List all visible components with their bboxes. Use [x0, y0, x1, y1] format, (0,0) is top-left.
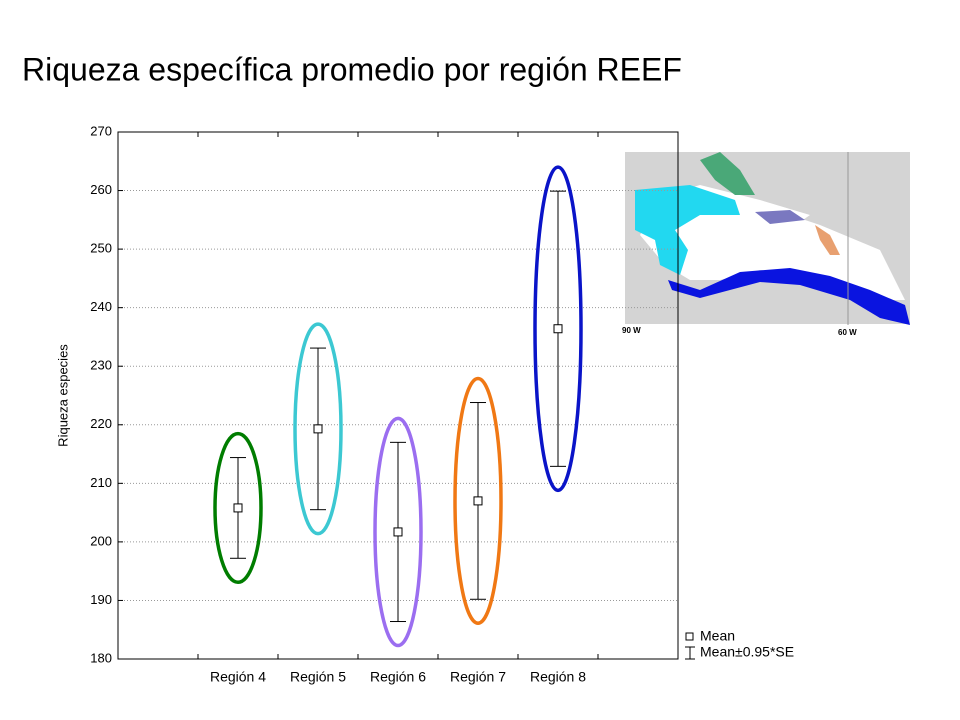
mean-marker	[553, 324, 563, 334]
highlight-ellipse	[453, 376, 503, 626]
y-axis-label: Riqueza especies	[55, 344, 70, 447]
mean-marker	[393, 527, 403, 537]
legend-label: Mean±0.95*SE	[700, 644, 794, 660]
map-region-7	[815, 225, 840, 255]
legend-label: Mean	[700, 628, 735, 644]
map-region-4	[635, 185, 740, 275]
mean-marker	[313, 424, 323, 434]
map: 90 W 60 W	[618, 150, 913, 338]
x-tick-label: Región 8	[530, 669, 586, 685]
mean-marker	[233, 503, 243, 513]
plot-frame	[117, 131, 679, 660]
y-tick-label: 190	[90, 592, 112, 607]
map-sea	[640, 190, 905, 300]
highlight-ellipse	[533, 165, 583, 493]
highlight-ellipse	[293, 322, 343, 536]
y-tick-label: 180	[90, 650, 112, 665]
y-tick-label: 270	[90, 123, 112, 138]
highlight-ellipse	[373, 416, 423, 648]
mean-marker	[473, 496, 483, 506]
y-tick-label: 240	[90, 299, 112, 314]
x-tick-label: Región 6	[370, 669, 426, 685]
map-label: 60 W	[838, 328, 857, 337]
x-tick-label: Región 5	[290, 669, 346, 685]
legend-mean-marker	[685, 632, 694, 641]
chart-title: Riqueza específica promedio por región R…	[22, 51, 682, 87]
map-region-5	[700, 152, 755, 195]
y-tick-label: 260	[90, 182, 112, 197]
map-region-6	[755, 210, 805, 224]
map-region-8	[668, 268, 910, 325]
y-tick-label: 220	[90, 416, 112, 431]
x-tick-label: Región 7	[450, 669, 506, 685]
y-tick-label: 210	[90, 475, 112, 490]
map-label: 90 W	[622, 326, 641, 335]
x-tick-label: Región 4	[210, 669, 266, 685]
y-tick-label: 230	[90, 358, 112, 373]
highlight-ellipse	[213, 431, 263, 585]
y-tick-label: 200	[90, 533, 112, 548]
y-tick-label: 250	[90, 241, 112, 256]
